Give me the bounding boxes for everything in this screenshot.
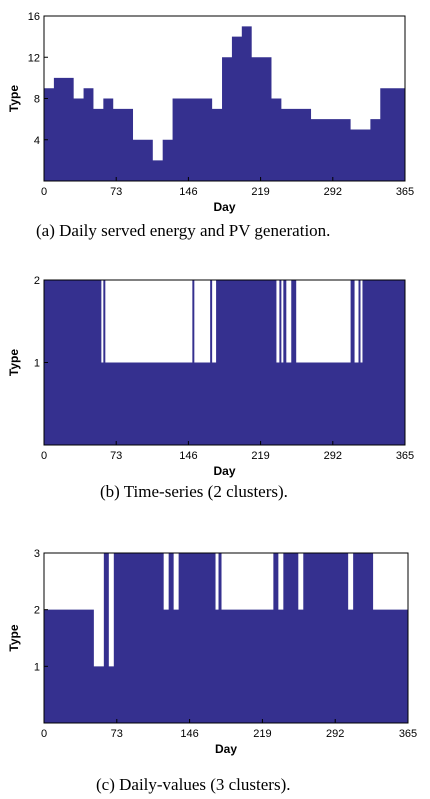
x-tick-label: 292	[326, 728, 344, 740]
x-axis-title-c: Day	[215, 742, 237, 756]
y-tick-label: 2	[34, 275, 40, 287]
x-tick-label: 146	[180, 728, 198, 740]
x-axis-title-a: Day	[213, 200, 235, 214]
caption-c: (c) Daily-values (3 clusters).	[96, 775, 290, 794]
x-tick-label: 73	[111, 728, 123, 740]
x-tick-label: 219	[251, 450, 269, 462]
ticks-b: 0 73 146 219 292 365 1 2	[34, 275, 414, 462]
chart-panel-b: 0 73 146 219 292 365 1 2 Day Type (b) Time-seri…	[7, 275, 414, 501]
area-series-b	[44, 280, 405, 445]
x-tick-label: 219	[253, 728, 271, 740]
x-tick-label: 365	[396, 450, 414, 462]
y-tick-label: 3	[34, 548, 40, 560]
x-tick-label: 73	[110, 450, 122, 462]
x-tick-label: 292	[324, 450, 342, 462]
y-axis-title-a: Type	[7, 85, 21, 112]
x-tick-label: 219	[251, 186, 269, 198]
area-series-c	[44, 553, 408, 723]
x-tick-label: 0	[41, 186, 47, 198]
x-tick-label: 365	[396, 186, 414, 198]
y-tick-label: 16	[28, 11, 40, 23]
chart-panel-c: 0 73 146 219 292 365 1 2 3 Day Type (c) Daily-va…	[7, 548, 417, 794]
x-tick-label: 146	[179, 450, 197, 462]
y-tick-label: 12	[28, 52, 40, 64]
y-axis-title-b: Type	[7, 349, 21, 376]
x-tick-label: 73	[110, 186, 122, 198]
x-tick-label: 365	[399, 728, 417, 740]
x-tick-label: 0	[41, 450, 47, 462]
area-series-a	[44, 26, 405, 181]
y-axis-title-c: Type	[7, 624, 21, 651]
y-tick-label: 8	[34, 94, 40, 106]
x-axis-title-b: Day	[213, 464, 235, 478]
x-tick-label: 146	[179, 186, 197, 198]
y-tick-label: 1	[34, 358, 40, 370]
caption-a: (a) Daily served energy and PV generatio…	[36, 221, 330, 240]
x-tick-label: 0	[41, 728, 47, 740]
caption-b: (b) Time-series (2 clusters).	[100, 482, 288, 501]
chart-panel-a: 0 73 146 219 292 365 4 8 12 16 Day Type (a) Daily…	[7, 11, 414, 240]
ticks-c: 0 73 146 219 292 365 1 2 3	[34, 548, 417, 740]
x-tick-label: 292	[324, 186, 342, 198]
ticks-a: 0 73 146 219 292 365 4 8 12 16	[28, 11, 414, 198]
y-tick-label: 2	[34, 605, 40, 617]
y-tick-label: 1	[34, 661, 40, 673]
y-tick-label: 4	[34, 135, 40, 147]
plot-frame-c	[43, 552, 409, 724]
